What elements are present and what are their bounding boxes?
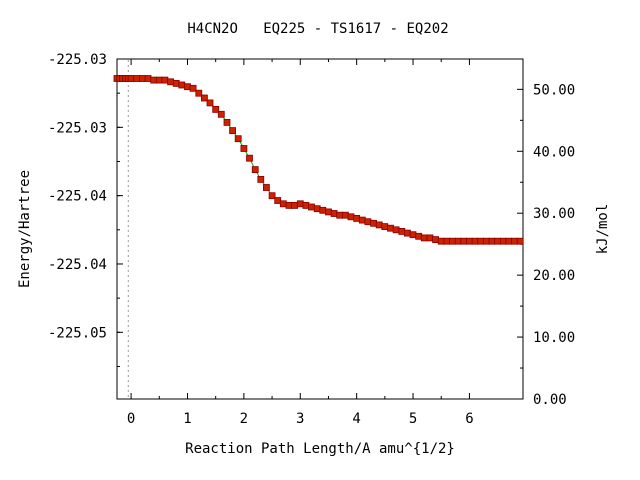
data-point bbox=[189, 84, 197, 92]
data-point bbox=[387, 224, 394, 232]
series-points bbox=[113, 75, 524, 245]
y2-tick-label: 10.00 bbox=[533, 330, 575, 346]
data-point bbox=[138, 75, 146, 82]
data-point bbox=[420, 234, 428, 242]
chart-title: H4CN2O EQ225 - TS1617 - EQ202 bbox=[187, 21, 448, 37]
data-point bbox=[347, 213, 355, 221]
data-point bbox=[212, 106, 220, 113]
data-point bbox=[341, 211, 349, 219]
data-point bbox=[460, 237, 468, 245]
data-point bbox=[313, 205, 321, 213]
data-point bbox=[223, 119, 231, 126]
data-point bbox=[465, 237, 473, 245]
data-point bbox=[392, 226, 400, 234]
data-point bbox=[302, 201, 310, 209]
x-tick-label: 3 bbox=[296, 411, 304, 427]
data-point bbox=[426, 234, 434, 242]
data-point bbox=[505, 237, 513, 245]
data-point bbox=[364, 218, 372, 226]
data-point bbox=[195, 89, 203, 97]
data-point bbox=[161, 76, 169, 84]
data-point bbox=[150, 76, 158, 84]
data-point bbox=[234, 135, 242, 143]
data-point bbox=[381, 223, 389, 231]
x-axis: 0 1 2 3 4 5 6 bbox=[127, 59, 474, 427]
data-point bbox=[403, 229, 411, 237]
data-point bbox=[375, 221, 383, 229]
data-point bbox=[488, 237, 496, 245]
data-point bbox=[246, 154, 253, 162]
data-point bbox=[200, 94, 208, 102]
data-point bbox=[217, 110, 225, 118]
data-point bbox=[511, 237, 518, 245]
data-point bbox=[353, 214, 361, 222]
y2-tick-label: 40.00 bbox=[533, 144, 575, 160]
data-point bbox=[477, 237, 485, 245]
data-point bbox=[262, 184, 270, 191]
x-tick-label: 2 bbox=[240, 411, 248, 427]
data-point bbox=[274, 197, 282, 204]
data-point bbox=[206, 99, 214, 107]
data-point bbox=[285, 201, 293, 209]
data-point bbox=[178, 81, 186, 89]
data-point bbox=[358, 216, 366, 224]
y-tick-label: -225.05 bbox=[48, 325, 107, 341]
series-line bbox=[117, 78, 521, 242]
y2-axis-label: kJ/mol bbox=[595, 204, 611, 255]
y2-tick-label: 50.00 bbox=[533, 82, 575, 98]
data-point bbox=[471, 237, 479, 245]
x-tick-label: 1 bbox=[183, 411, 191, 427]
y2-tick-label: 30.00 bbox=[533, 206, 575, 222]
data-point bbox=[184, 83, 191, 91]
data-point bbox=[279, 200, 287, 208]
data-point bbox=[167, 78, 175, 86]
y2-tick-label: 0.00 bbox=[533, 392, 567, 408]
x-tick-label: 0 bbox=[127, 411, 135, 427]
data-point bbox=[330, 210, 338, 217]
data-point bbox=[454, 237, 462, 245]
data-point bbox=[308, 203, 315, 211]
data-point bbox=[251, 166, 259, 174]
data-point bbox=[240, 145, 248, 152]
data-point bbox=[268, 192, 276, 200]
data-point bbox=[296, 200, 304, 208]
data-point bbox=[155, 76, 163, 84]
data-point bbox=[415, 232, 423, 240]
data-point bbox=[229, 127, 237, 134]
x-tick-label: 4 bbox=[352, 411, 360, 427]
data-point bbox=[437, 237, 445, 245]
data-point bbox=[494, 237, 502, 245]
y-tick-label: -225.03 bbox=[48, 120, 107, 136]
data-point bbox=[291, 201, 299, 209]
data-point bbox=[319, 206, 327, 214]
y-tick-label: -225.03 bbox=[48, 52, 107, 68]
data-point bbox=[499, 237, 507, 245]
data-point bbox=[336, 211, 344, 219]
data-point bbox=[449, 237, 456, 245]
y-axis: -225.03 -225.03 -225.04 -225.04 -225.05 bbox=[48, 52, 123, 367]
data-point bbox=[432, 236, 440, 244]
data-point bbox=[325, 208, 332, 216]
y2-tick-label: 20.00 bbox=[533, 268, 575, 284]
plot-frame bbox=[116, 58, 524, 400]
data-point bbox=[398, 227, 406, 235]
data-point bbox=[482, 237, 490, 245]
y-axis-label: Energy/Hartree bbox=[17, 170, 33, 288]
data-point bbox=[516, 237, 524, 245]
data-point bbox=[127, 75, 135, 82]
y-tick-label: -225.04 bbox=[48, 189, 107, 205]
data-point bbox=[133, 75, 141, 82]
x-tick-label: 5 bbox=[409, 411, 417, 427]
data-point bbox=[172, 80, 180, 87]
data-point bbox=[409, 231, 417, 239]
data-point bbox=[443, 237, 451, 245]
y-tick-label: -225.04 bbox=[48, 257, 107, 273]
y2-axis: 0.00 10.00 20.00 30.00 40.00 50.00 bbox=[517, 82, 575, 408]
data-point bbox=[370, 219, 378, 227]
data-point bbox=[257, 175, 265, 183]
x-tick-label: 6 bbox=[465, 411, 473, 427]
x-axis-label: Reaction Path Length/A amu^{1/2} bbox=[185, 441, 455, 457]
data-point bbox=[144, 75, 152, 82]
